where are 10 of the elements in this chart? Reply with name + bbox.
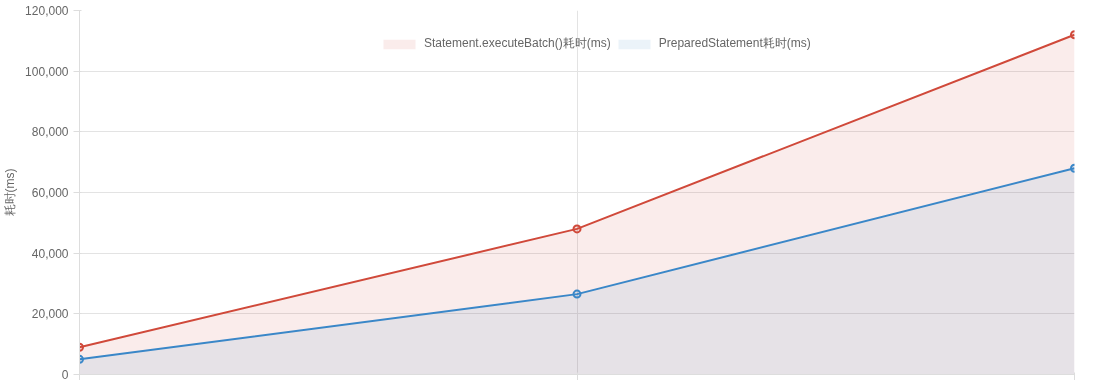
y-tick-label: 80,000 — [31, 125, 69, 140]
y-axis-title: 耗时(ms) — [3, 168, 18, 217]
legend-label: Statement.executeBatch()耗时(ms) — [424, 35, 611, 52]
legend-label: PreparedStatement耗时(ms) — [658, 35, 811, 52]
y-tick-label: 0 — [61, 368, 69, 382]
y-tick-label: 120,000 — [25, 4, 69, 18]
y-tick-label: 60,000 — [31, 186, 69, 200]
y-tick-label: 20,000 — [31, 307, 69, 322]
y-tick-label: 40,000 — [31, 246, 69, 261]
y-tick-label: 100,000 — [25, 64, 69, 79]
